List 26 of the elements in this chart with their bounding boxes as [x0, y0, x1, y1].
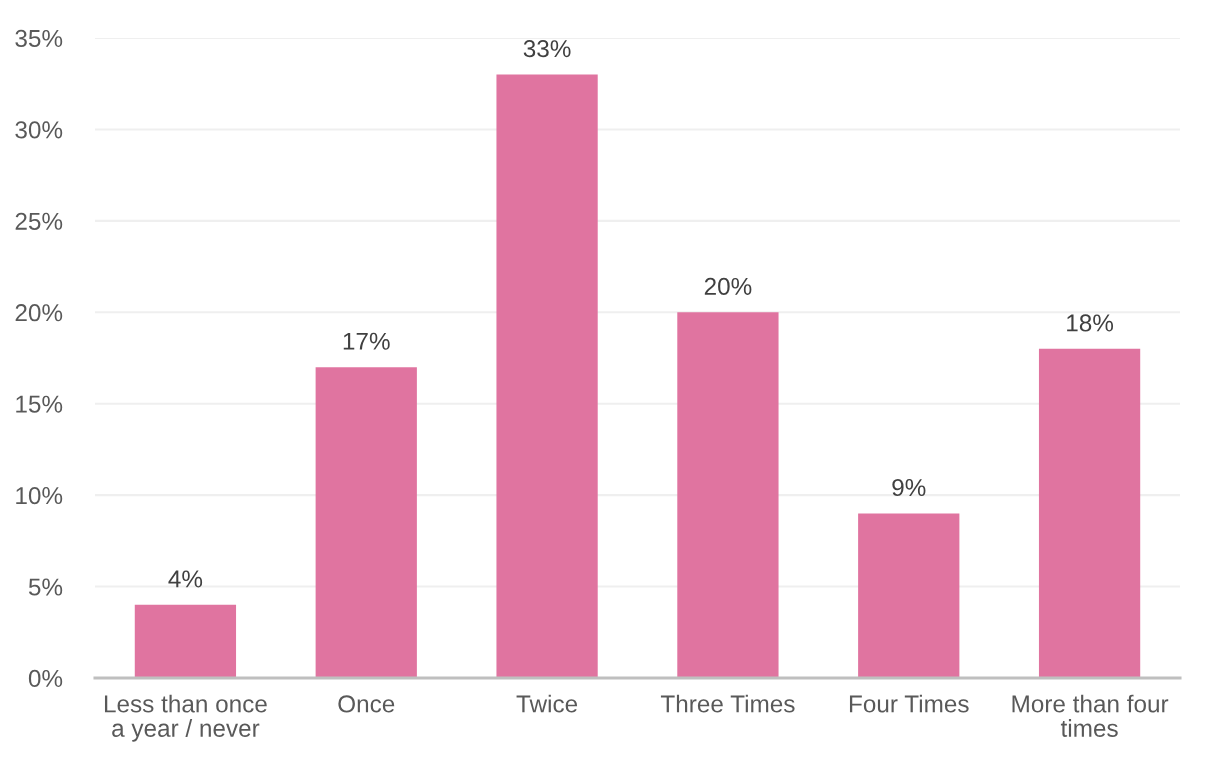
- bar: [496, 74, 598, 678]
- data-label: 4%: [168, 570, 203, 588]
- data-label: 20%: [704, 277, 752, 295]
- y-tick-label: 20%: [15, 304, 63, 322]
- data-label: 17%: [343, 332, 390, 350]
- y-tick-label: 35%: [15, 29, 63, 48]
- y-tick-label: 5%: [28, 578, 63, 596]
- y-tick-label: 30%: [15, 121, 63, 139]
- bar: [858, 513, 960, 678]
- data-label: 33%: [523, 40, 571, 58]
- bar: [315, 367, 417, 678]
- x-tick-label: Three Times: [660, 694, 795, 713]
- x-tick-label: Four Times: [849, 694, 969, 713]
- y-tick-label: 0%: [28, 669, 63, 688]
- y-tick-label: 10%: [16, 486, 63, 505]
- x-tick-label: More than four times: [1012, 694, 1169, 737]
- bar: [677, 312, 779, 678]
- x-tick-label: Twice: [516, 694, 578, 713]
- y-tick-label: 25%: [15, 212, 63, 230]
- x-tick-label: Less than once a year / never: [104, 694, 267, 742]
- bar: [134, 604, 237, 678]
- x-tick-label: Once: [338, 695, 395, 713]
- y-tick-label: 15%: [16, 395, 63, 413]
- data-label: 9%: [892, 478, 926, 497]
- bar: [1038, 348, 1141, 678]
- data-label: 18%: [1067, 314, 1114, 332]
